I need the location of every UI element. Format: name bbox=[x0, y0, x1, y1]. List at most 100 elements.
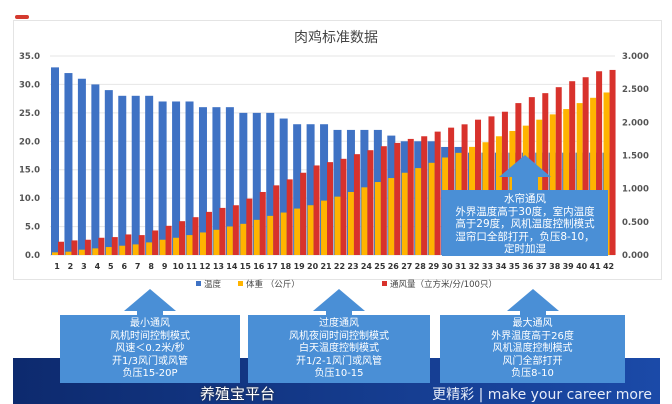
annotation-line: 湿帘口全部打开，负压8-10， bbox=[455, 230, 595, 243]
bar-ventilation bbox=[232, 205, 239, 255]
y-right-tick: 2.500 bbox=[622, 85, 649, 95]
bar-temperature bbox=[145, 95, 154, 255]
bar-weight bbox=[253, 219, 260, 255]
bar-weight bbox=[428, 162, 435, 255]
y-right-tick: 3.000 bbox=[622, 52, 649, 62]
x-tick: 37 bbox=[536, 262, 547, 271]
legend-swatch bbox=[238, 281, 243, 286]
bar-ventilation bbox=[582, 77, 589, 255]
x-tick: 9 bbox=[162, 262, 168, 271]
bar-ventilation bbox=[246, 198, 253, 255]
bar-temperature bbox=[239, 112, 248, 255]
annotation-box-maximum-ventilation: 最大通风 外界温度高于26度 风机温度控制模式 风门全部打开 负压8-10 bbox=[440, 315, 625, 383]
chart-title: 肉鸡标准数据 bbox=[294, 29, 378, 46]
x-tick: 38 bbox=[549, 262, 561, 271]
y-left-tick: 5.0 bbox=[25, 223, 40, 233]
bar-ventilation bbox=[192, 217, 199, 255]
y-left-tick: 25.0 bbox=[19, 109, 40, 119]
bar-temperature bbox=[320, 124, 329, 255]
x-tick: 30 bbox=[442, 262, 454, 271]
annotation-box-water-curtain: 水帘通风 外界温度高于30度，室内温度 高于29度，风机温度控制模式 湿帘口全部打开，… bbox=[442, 190, 608, 256]
bar-ventilation bbox=[286, 179, 293, 255]
arrow-up-icon bbox=[499, 155, 551, 177]
x-tick: 16 bbox=[253, 262, 265, 271]
annotation-line: 风速＜0.2米/秒 bbox=[115, 343, 185, 354]
watermark: 养殖宝平台 bbox=[200, 385, 276, 403]
bar-weight bbox=[65, 251, 72, 255]
bar-temperature bbox=[212, 107, 221, 256]
bar-temperature bbox=[172, 101, 181, 255]
bar-ventilation bbox=[501, 111, 508, 255]
y-right-tick: 1.500 bbox=[622, 152, 649, 162]
bar-weight bbox=[576, 103, 583, 255]
bar-weight bbox=[213, 229, 220, 255]
y-left-tick: 30.0 bbox=[19, 80, 40, 90]
x-tick: 5 bbox=[108, 262, 114, 271]
bar-weight bbox=[92, 248, 99, 255]
x-tick: 15 bbox=[240, 262, 252, 271]
bar-ventilation bbox=[165, 225, 172, 255]
bar-weight bbox=[173, 237, 180, 255]
bar-temperature bbox=[158, 101, 167, 255]
bar-ventilation bbox=[313, 165, 320, 255]
x-tick: 29 bbox=[428, 262, 440, 271]
bar-temperature bbox=[306, 124, 315, 255]
x-tick: 33 bbox=[482, 262, 493, 271]
bar-ventilation bbox=[259, 191, 266, 255]
bar-temperature bbox=[77, 78, 86, 255]
bar-ventilation bbox=[407, 138, 414, 255]
bar-ventilation bbox=[138, 235, 145, 255]
annotation-line: 定时加湿 bbox=[504, 243, 546, 255]
x-tick: 32 bbox=[468, 262, 479, 271]
bar-weight bbox=[388, 178, 395, 255]
bar-weight bbox=[536, 119, 543, 256]
logo bbox=[15, 15, 29, 19]
x-tick: 6 bbox=[121, 262, 127, 271]
x-tick: 1 bbox=[54, 262, 60, 271]
bar-ventilation bbox=[380, 146, 387, 255]
x-tick: 13 bbox=[213, 262, 224, 271]
bar-ventilation bbox=[125, 234, 132, 255]
y-left-tick: 10.0 bbox=[19, 194, 40, 204]
x-tick: 41 bbox=[590, 262, 602, 271]
x-tick: 34 bbox=[495, 262, 507, 271]
bar-weight bbox=[52, 252, 58, 255]
y-left-tick: 15.0 bbox=[19, 166, 40, 176]
x-tick: 26 bbox=[388, 262, 400, 271]
bar-temperature bbox=[91, 84, 100, 255]
bar-weight bbox=[590, 97, 597, 255]
annotation-line: 最大通风 bbox=[512, 318, 553, 329]
bar-weight bbox=[401, 172, 408, 255]
bar-weight bbox=[347, 191, 354, 255]
x-tick: 10 bbox=[173, 262, 185, 271]
y-right-tick: 1.000 bbox=[622, 185, 649, 195]
annotation-line: 开1/3风门或风管 bbox=[111, 355, 189, 367]
bar-ventilation bbox=[475, 119, 482, 256]
bar-ventilation bbox=[488, 116, 495, 255]
annotation-line: 风机夜间时间控制模式 bbox=[289, 330, 389, 342]
bar-ventilation bbox=[84, 239, 91, 255]
bar-ventilation bbox=[434, 131, 441, 255]
bar-weight bbox=[603, 92, 610, 255]
annotation-line: 风机温度控制模式 bbox=[492, 343, 573, 354]
bar-weight bbox=[159, 239, 166, 255]
bar-weight bbox=[294, 208, 301, 255]
x-tick: 7 bbox=[135, 262, 141, 271]
bar-ventilation bbox=[327, 162, 334, 255]
x-tick: 42 bbox=[603, 262, 614, 271]
x-tick: 28 bbox=[415, 262, 427, 271]
x-tick: 35 bbox=[509, 262, 521, 271]
bar-temperature bbox=[104, 90, 113, 255]
arrow-stem bbox=[326, 311, 352, 315]
annotation-box-transition-ventilation: 过度通风 风机夜间时间控制模式 白天温度控制模式 开1/2-1风门或风管 负压10-15 bbox=[248, 315, 430, 383]
x-tick: 12 bbox=[199, 262, 210, 271]
bar-ventilation bbox=[273, 185, 280, 255]
y-right-tick: 0.000 bbox=[622, 251, 649, 261]
x-tick: 4 bbox=[95, 262, 101, 271]
bar-ventilation bbox=[111, 237, 118, 255]
bar-ventilation bbox=[219, 207, 226, 255]
annotation-line: 最小通风 bbox=[130, 318, 170, 329]
arrow-stem bbox=[137, 311, 163, 315]
legend-label: 温度 bbox=[204, 279, 222, 290]
bar-weight bbox=[280, 212, 287, 255]
